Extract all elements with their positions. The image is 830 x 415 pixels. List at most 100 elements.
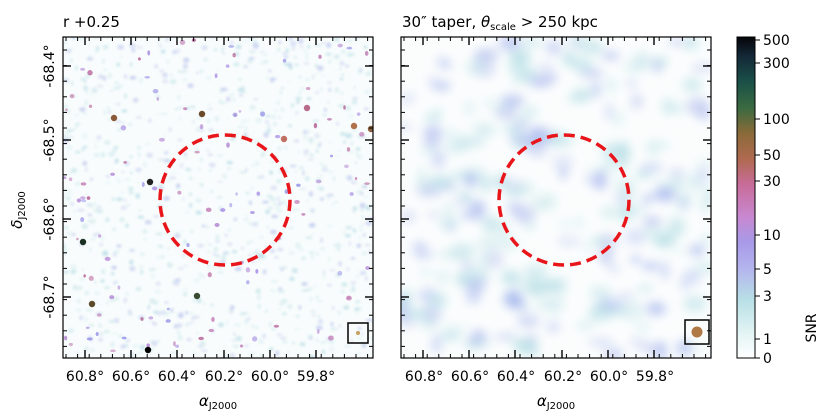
noise-speck bbox=[223, 250, 230, 255]
faint-source bbox=[327, 117, 332, 121]
faint-source bbox=[152, 88, 159, 94]
diffuse-emission bbox=[556, 235, 581, 248]
noise-speck bbox=[269, 160, 274, 164]
noise-speck bbox=[318, 162, 325, 165]
noise-speck bbox=[317, 185, 320, 190]
right-ticks bbox=[401, 37, 711, 358]
noise-speck bbox=[363, 107, 369, 111]
noise-speck bbox=[157, 183, 165, 188]
noise-speck bbox=[258, 252, 265, 259]
noise-speck bbox=[162, 72, 168, 78]
diffuse-emission bbox=[653, 343, 668, 358]
noise-speck bbox=[232, 250, 237, 254]
noise-speck bbox=[197, 243, 205, 248]
noise-speck bbox=[295, 96, 302, 100]
diffuse-emission bbox=[516, 314, 540, 328]
noise-speck bbox=[100, 236, 105, 241]
diffuse-emission bbox=[614, 193, 631, 203]
noise-speck bbox=[282, 340, 288, 344]
noise-speck bbox=[328, 141, 331, 144]
noise-speck bbox=[95, 49, 98, 54]
y-tick-label: -68.4° bbox=[42, 44, 58, 87]
noise-speck bbox=[154, 113, 161, 115]
noise-speck bbox=[202, 301, 206, 306]
noise-speck bbox=[189, 228, 194, 235]
diffuse-emission bbox=[523, 263, 549, 282]
noise-speck bbox=[251, 164, 254, 167]
faint-source bbox=[98, 234, 102, 238]
faint-source bbox=[260, 111, 266, 117]
noise-speck bbox=[84, 100, 89, 106]
diffuse-emission bbox=[642, 193, 654, 205]
diffuse-emission bbox=[472, 123, 496, 138]
diffuse-emission bbox=[464, 278, 486, 294]
noise-speck bbox=[350, 53, 355, 56]
noise-speck bbox=[88, 324, 95, 327]
noise-speck bbox=[335, 155, 339, 158]
noise-speck bbox=[270, 280, 276, 284]
noise-speck bbox=[148, 268, 155, 272]
noise-speck bbox=[319, 87, 323, 91]
noise-speck bbox=[319, 197, 324, 201]
noise-speck bbox=[128, 309, 131, 315]
x-tick-label: 60.6° bbox=[112, 369, 150, 385]
diffuse-emission bbox=[465, 291, 482, 305]
noise-speck bbox=[201, 224, 206, 228]
noise-speck bbox=[299, 342, 306, 347]
noise-speck bbox=[305, 236, 313, 240]
diffuse-emission bbox=[682, 77, 702, 93]
noise-speck bbox=[333, 243, 337, 247]
noise-speck bbox=[70, 202, 74, 206]
noise-speck bbox=[125, 203, 131, 207]
noise-speck bbox=[229, 304, 235, 311]
noise-speck bbox=[321, 74, 326, 77]
noise-speck bbox=[184, 168, 192, 171]
left-map-sources bbox=[63, 38, 373, 354]
noise-speck bbox=[301, 256, 306, 261]
diffuse-emission bbox=[572, 216, 585, 229]
noise-speck bbox=[66, 195, 71, 202]
diffuse-emission bbox=[419, 146, 440, 155]
faint-source bbox=[235, 192, 238, 196]
noise-speck bbox=[229, 93, 235, 97]
noise-speck bbox=[69, 264, 77, 269]
y-axis-label-main: δ bbox=[8, 220, 26, 229]
noise-speck bbox=[85, 167, 88, 172]
diffuse-emission bbox=[527, 143, 548, 159]
noise-speck bbox=[365, 318, 373, 322]
noise-speck bbox=[129, 248, 135, 253]
noise-speck bbox=[292, 46, 295, 51]
noise-speck bbox=[283, 55, 289, 59]
noise-speck bbox=[254, 222, 259, 225]
right-title-theta: θ bbox=[481, 13, 490, 31]
noise-speck bbox=[348, 241, 351, 247]
faint-source bbox=[123, 161, 127, 164]
noise-speck bbox=[303, 149, 310, 154]
faint-source bbox=[273, 324, 280, 328]
noise-speck bbox=[103, 330, 110, 333]
bright-source bbox=[110, 114, 118, 122]
noise-speck bbox=[75, 150, 81, 154]
noise-speck bbox=[152, 321, 155, 325]
noise-speck bbox=[198, 272, 203, 277]
diffuse-emission bbox=[642, 225, 665, 240]
diffuse-emission bbox=[437, 56, 447, 67]
diffuse-emission bbox=[513, 115, 531, 122]
noise-speck bbox=[135, 193, 141, 199]
diffuse-emission bbox=[522, 106, 539, 117]
noise-speck bbox=[287, 78, 290, 82]
noise-speck bbox=[136, 145, 142, 150]
noise-speck bbox=[71, 209, 79, 213]
noise-speck bbox=[234, 267, 239, 272]
noise-speck bbox=[169, 307, 174, 313]
noise-speck bbox=[273, 201, 276, 206]
noise-speck bbox=[297, 149, 301, 155]
noise-speck bbox=[280, 200, 286, 205]
colorbar-tick-label: 0 bbox=[763, 351, 772, 367]
faint-source bbox=[256, 191, 261, 196]
noise-speck bbox=[345, 225, 353, 230]
faint-source bbox=[68, 177, 73, 182]
faint-source bbox=[316, 328, 320, 335]
faint-source bbox=[104, 256, 111, 261]
diffuse-emission bbox=[401, 210, 417, 223]
